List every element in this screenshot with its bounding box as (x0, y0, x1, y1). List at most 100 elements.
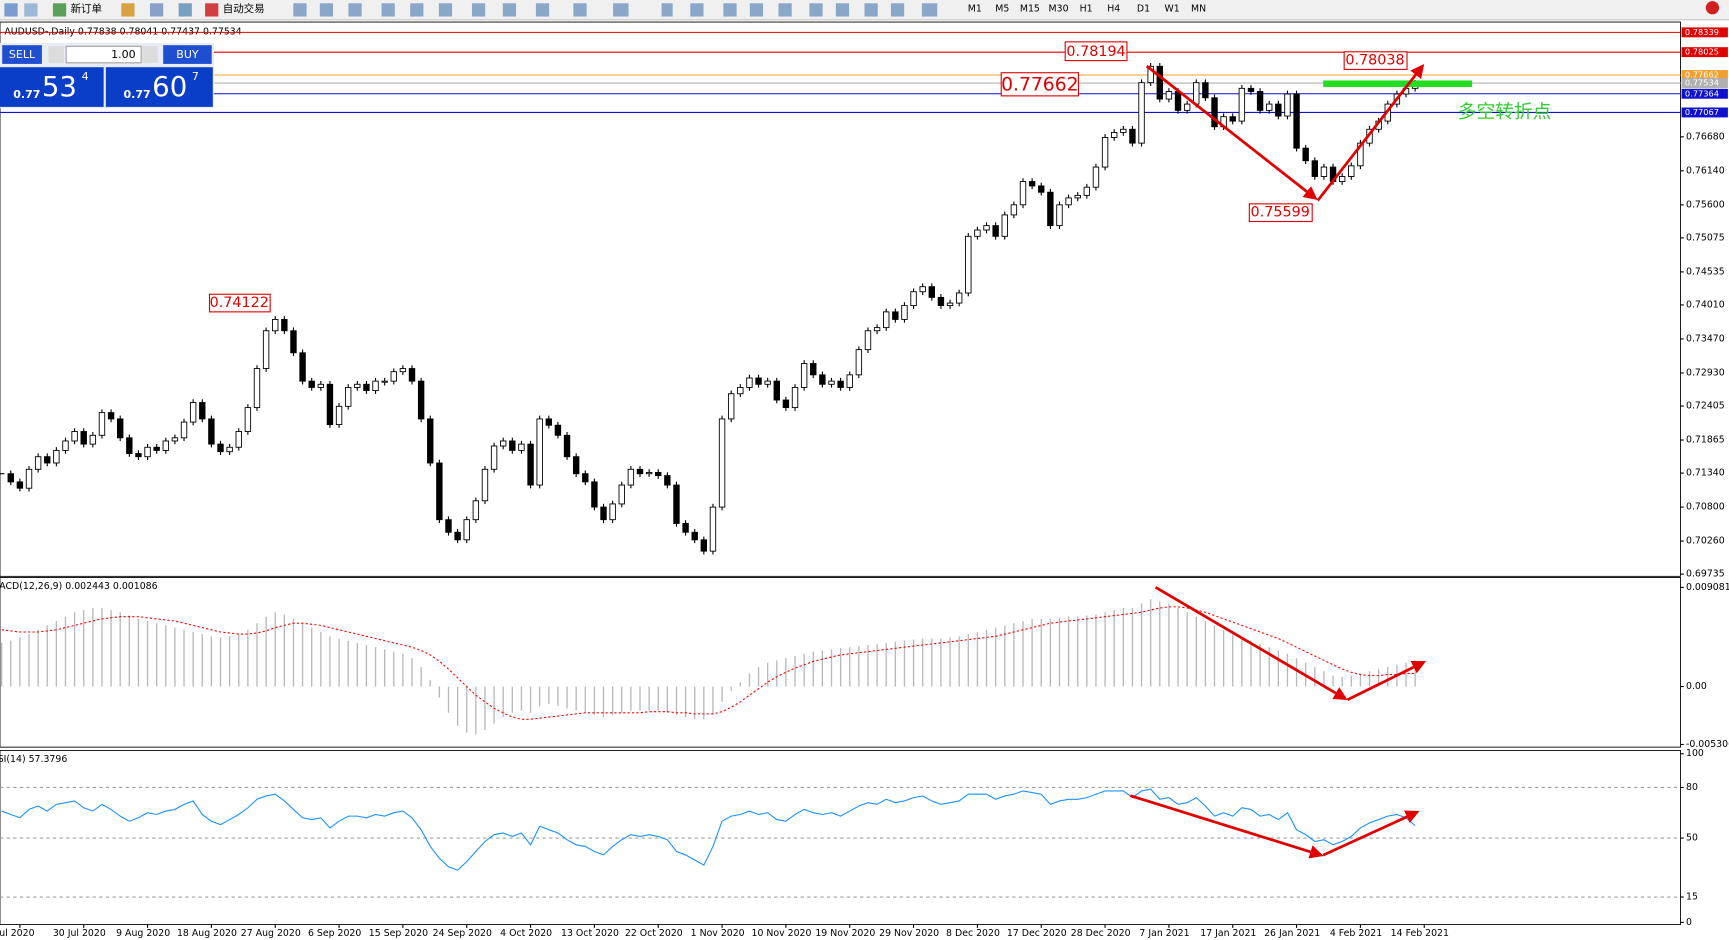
macd-bar (174, 627, 176, 687)
timeframe-button[interactable]: D1 (1137, 3, 1150, 14)
macd-bar (311, 627, 313, 687)
tool-icon[interactable] (573, 3, 587, 17)
tool-icon[interactable] (921, 3, 938, 17)
timeframe-button[interactable]: M5 (995, 3, 1009, 14)
candle (645, 472, 653, 475)
buy-button[interactable] (163, 45, 212, 64)
macd-bar (146, 621, 149, 687)
x-tick-label: 17 Jan 2021 (1200, 928, 1256, 939)
timeframe-button[interactable]: W1 (1165, 3, 1180, 14)
tool-icon[interactable] (4, 3, 18, 17)
macd-bar (684, 686, 687, 718)
sell-button[interactable] (2, 45, 42, 64)
candle (946, 302, 954, 307)
macd-bar (712, 686, 714, 715)
tool-icon[interactable] (778, 3, 792, 17)
macd-bar (557, 686, 559, 707)
alert-icon[interactable] (1705, 1, 1720, 15)
trend-arrow (1316, 63, 1425, 202)
timeframe-bar: M1 M5 M15 M30 H1 H4 D1 W1 MN (968, 3, 1206, 14)
candle (408, 368, 416, 382)
candle (62, 440, 69, 451)
tool-icon[interactable] (864, 3, 878, 17)
macd-bar (1213, 625, 1216, 687)
bid-box[interactable] (0, 67, 104, 107)
macd-bar (1232, 634, 1234, 687)
tool-icon[interactable] (149, 3, 164, 17)
tool-icon[interactable] (348, 3, 362, 17)
macd-bar (776, 660, 778, 687)
macd-bar (238, 634, 240, 687)
lots-up[interactable] (142, 46, 158, 63)
tool-icon[interactable] (319, 3, 334, 17)
macd-bar (274, 612, 276, 687)
macd-bar (985, 629, 988, 687)
panel-frame (0, 577, 1681, 748)
tool-icon[interactable] (381, 3, 395, 17)
y-tick-label: 0.009081 (1686, 582, 1729, 593)
macd-bar (694, 686, 696, 720)
ask-pips: 60 (152, 71, 187, 103)
macd-bar (858, 646, 860, 687)
timeframe-button[interactable]: M1 (968, 3, 982, 14)
tool-icon[interactable] (661, 3, 673, 17)
tool-icon[interactable] (613, 3, 629, 17)
tool-icon[interactable] (293, 3, 307, 17)
tool-icon[interactable] (535, 3, 550, 17)
lots-value[interactable]: 1.00 (111, 48, 136, 61)
timeframe-button[interactable]: M30 (1049, 3, 1069, 14)
macd-bar (493, 686, 495, 724)
new-order-icon[interactable] (52, 3, 67, 17)
candle (737, 386, 744, 395)
signal-line (1, 606, 1416, 720)
macd-bar (1177, 607, 1179, 687)
tool-icon[interactable] (502, 3, 517, 17)
timeframe-button[interactable]: H4 (1107, 3, 1120, 14)
y-tick-label: 0.70800 (1686, 502, 1725, 513)
timeframe-button[interactable]: MN (1191, 3, 1206, 14)
macd-bar (1159, 601, 1161, 687)
macd-bar (265, 616, 267, 687)
candle (709, 506, 717, 552)
buy-label[interactable]: BUY (176, 48, 199, 61)
tool-icon[interactable] (890, 3, 905, 17)
timeframe-button[interactable]: M15 (1020, 3, 1040, 14)
annotations: 0.78194 0.77662 0.74122 0.75599 0.78038 … (208, 41, 1551, 859)
auto-trade-icon[interactable] (205, 3, 219, 17)
lots-down[interactable] (48, 46, 64, 63)
tool-icon[interactable] (690, 3, 704, 17)
tool-icon[interactable] (835, 3, 850, 17)
sell-label[interactable]: SELL (9, 48, 36, 61)
candle (25, 468, 33, 489)
lots-input[interactable] (65, 45, 142, 64)
candle (326, 383, 334, 426)
candle (582, 473, 589, 483)
tool-icon[interactable] (471, 3, 486, 17)
tool-icon[interactable] (438, 3, 453, 17)
macd-bar (949, 637, 951, 687)
tool-icon[interactable] (723, 3, 737, 17)
macd-bar (466, 686, 468, 733)
candle (463, 519, 470, 541)
macd-bar (1067, 616, 1070, 687)
new-order-button[interactable]: 新订单 (71, 2, 102, 15)
ask-box[interactable] (105, 67, 213, 107)
ask-frac: 7 (192, 70, 199, 83)
candle (1120, 128, 1127, 133)
auto-trade-button[interactable]: 自动交易 (223, 2, 265, 15)
tool-icon[interactable] (24, 3, 38, 17)
timeframe-button[interactable]: H1 (1080, 3, 1093, 14)
x-tick-label: 9 Aug 2020 (116, 928, 170, 939)
macd-bar (1277, 650, 1279, 687)
tool-icon[interactable] (749, 3, 764, 17)
tool-icon[interactable] (121, 3, 135, 17)
macd-bar (356, 642, 358, 687)
macd-bar (1095, 614, 1097, 687)
price-level-label: 0.78339 (1685, 27, 1719, 37)
tool-icon[interactable] (178, 3, 192, 17)
macd-bar (1250, 640, 1252, 687)
y-tick-label: 0.73470 (1686, 333, 1725, 344)
candle (290, 330, 297, 354)
tool-icon[interactable] (410, 3, 424, 17)
tool-icon[interactable] (809, 3, 823, 17)
